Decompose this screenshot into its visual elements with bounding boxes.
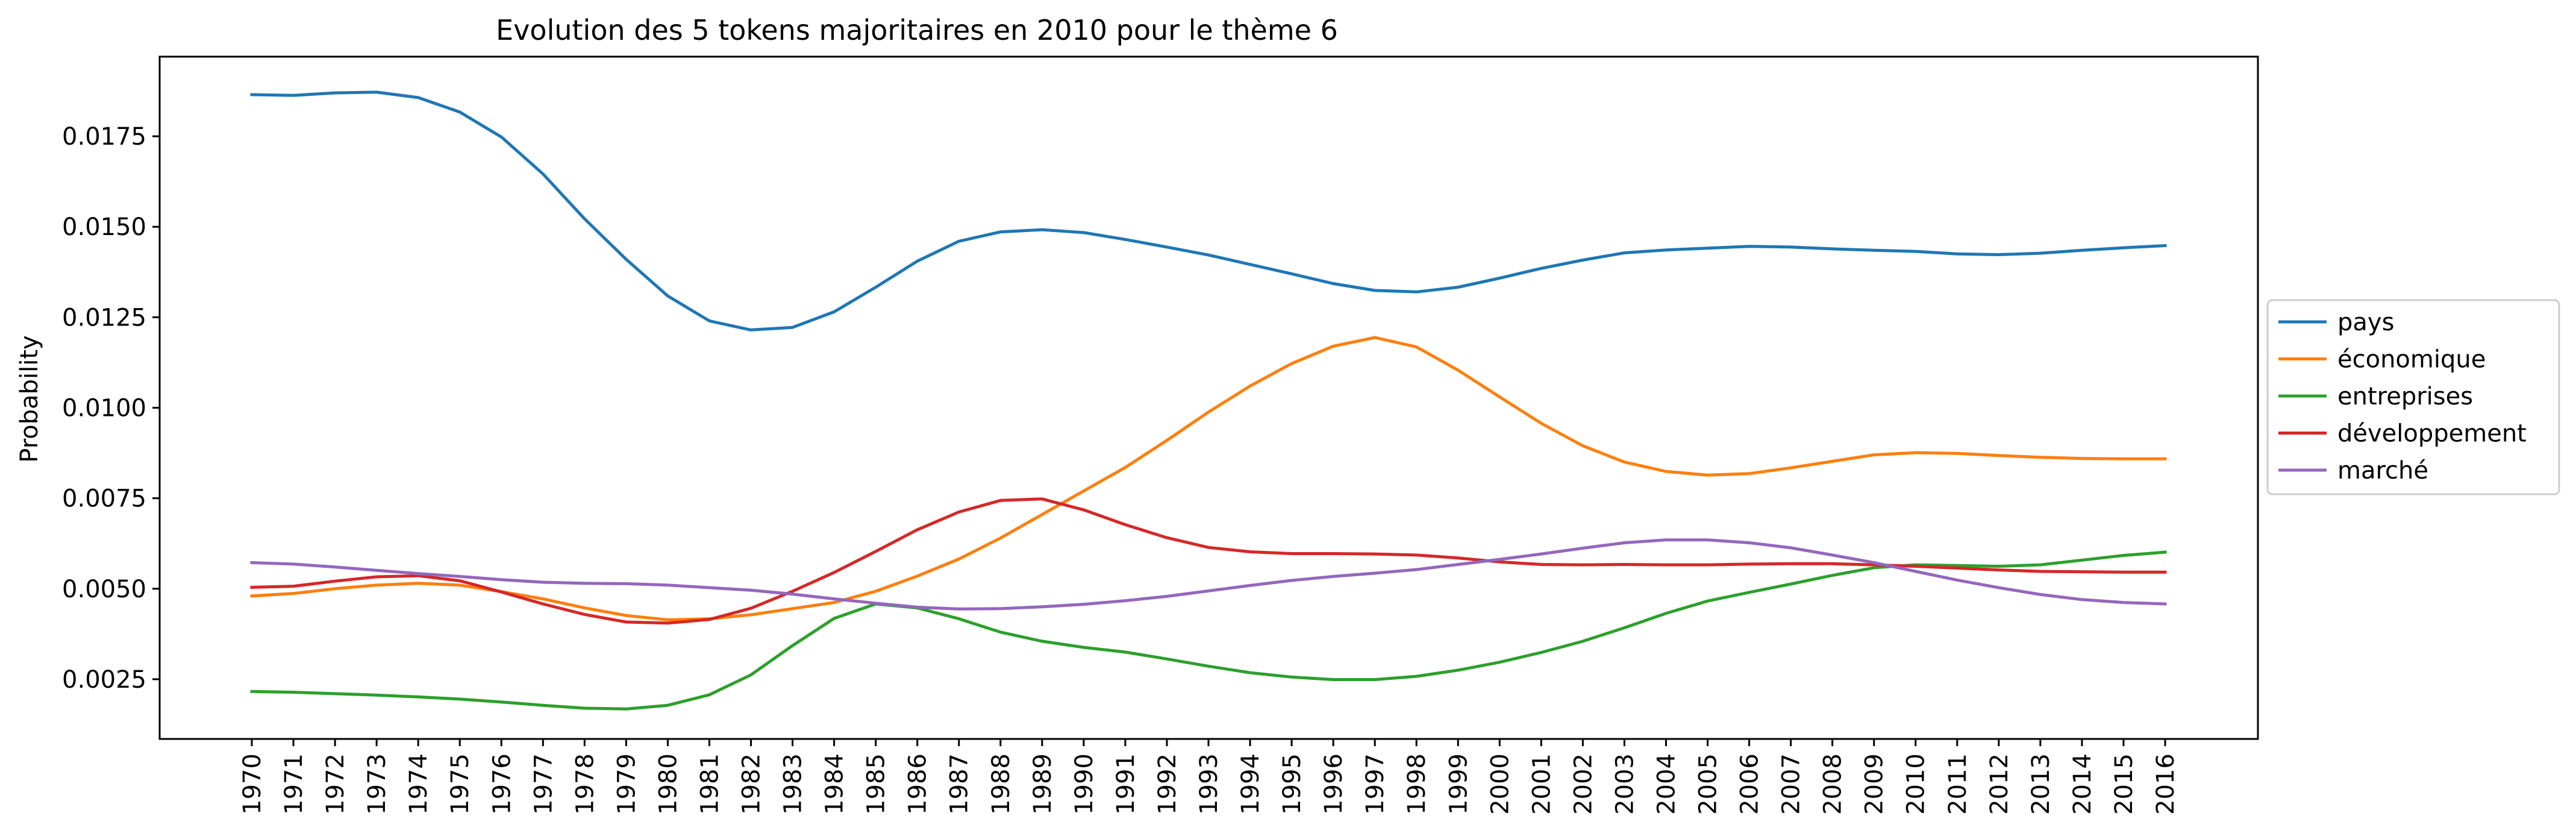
x-tick-label: 2013 [2027,753,2055,815]
legend: pays économique entreprises développement ma… [2266,299,2560,495]
x-tick-label: 1987 [946,753,974,815]
x-tick-label: 1991 [1112,753,1140,815]
series-line-5 [250,538,2167,611]
x-tick-label: 2012 [1986,753,2013,815]
y-tick-label: 0.0150 [62,213,146,241]
y-axis-label: Probability [16,335,43,462]
x-tick-label: 2002 [1569,753,1597,815]
legend-label: marché [2337,457,2428,485]
x-tick-label: 1973 [363,753,391,815]
x-tick-label: 1982 [738,753,766,815]
x-tick-label: 2014 [2069,753,2096,815]
x-tick-label: 2015 [2110,753,2138,815]
chart-title: Evolution des 5 tokens majoritaires en 2… [496,14,1338,46]
y-tick-label: 0.0100 [62,395,146,423]
x-tick-label: 1976 [488,753,516,815]
x-tick-label: 2007 [1778,753,1805,815]
legend-label: développement [2337,420,2527,448]
legend-box [2266,299,2560,495]
x-tick-label: 2006 [1736,753,1764,815]
x-tick-label: 1995 [1278,753,1306,815]
x-tick-label: 1986 [904,753,932,815]
y-tick-label: 0.0175 [62,123,146,151]
x-tick-label: 1992 [1154,753,1181,815]
x-tick-label: 2005 [1695,753,1722,815]
series-line-1 [250,90,2167,332]
x-tick-label: 1984 [821,753,849,815]
x-tick-label: 2000 [1486,753,1514,815]
x-tick-label: 2008 [1819,753,1847,815]
x-tick-label: 1994 [1237,753,1265,815]
y-tick-label: 0.0025 [62,666,146,694]
legend-label: économique [2337,346,2486,374]
x-tick-label: 1974 [405,753,433,815]
x-tick-label: 2010 [1902,753,1930,815]
x-tick-label: 1998 [1403,753,1431,815]
series-line-4 [250,497,2167,625]
x-tick-label: 2016 [2152,753,2180,815]
y-tick-label: 0.0075 [62,485,146,513]
x-tick-label: 1979 [613,753,640,815]
x-tick-label: 1971 [280,753,308,815]
x-tick-label: 1983 [780,753,807,815]
x-tick-label: 2004 [1652,753,1680,815]
legend-label: pays [2337,309,2394,336]
x-tick-label: 1977 [530,753,557,815]
x-tick-label: 2001 [1528,753,1555,815]
x-tick-label: 1970 [239,753,266,815]
series-line-3 [250,550,2167,711]
series-line-2 [250,336,2167,621]
x-tick-label: 1978 [571,753,599,815]
plot-area-frame [158,55,2259,740]
x-axis: 1970 1971 1972 1973 1974 1975 1976 1977 1978 1979… [239,739,2180,815]
x-tick-label: 1989 [1029,753,1057,815]
series-lines [250,90,2167,711]
x-tick-label: 1990 [1071,753,1098,815]
x-tick-label: 1996 [1320,753,1348,815]
x-tick-label: 1985 [863,753,890,815]
x-tick-label: 1972 [322,753,349,815]
x-tick-label: 1981 [696,753,724,815]
x-tick-label: 1975 [446,753,474,815]
legend-label: entreprises [2337,383,2473,410]
y-tick-label: 0.0050 [62,576,146,603]
x-tick-label: 2009 [1861,753,1889,815]
x-tick-label: 1997 [1361,753,1389,815]
x-tick-label: 1999 [1445,753,1472,815]
x-tick-label: 1988 [987,753,1015,815]
x-tick-label: 2011 [1944,753,1972,815]
x-tick-label: 1993 [1195,753,1223,815]
x-tick-label: 2003 [1611,753,1639,815]
y-axis: 0.0025 0.0050 0.0075 0.0100 0.0125 0.0150 0.01… [62,123,160,694]
x-tick-label: 1980 [654,753,682,815]
y-tick-label: 0.0125 [62,304,146,332]
